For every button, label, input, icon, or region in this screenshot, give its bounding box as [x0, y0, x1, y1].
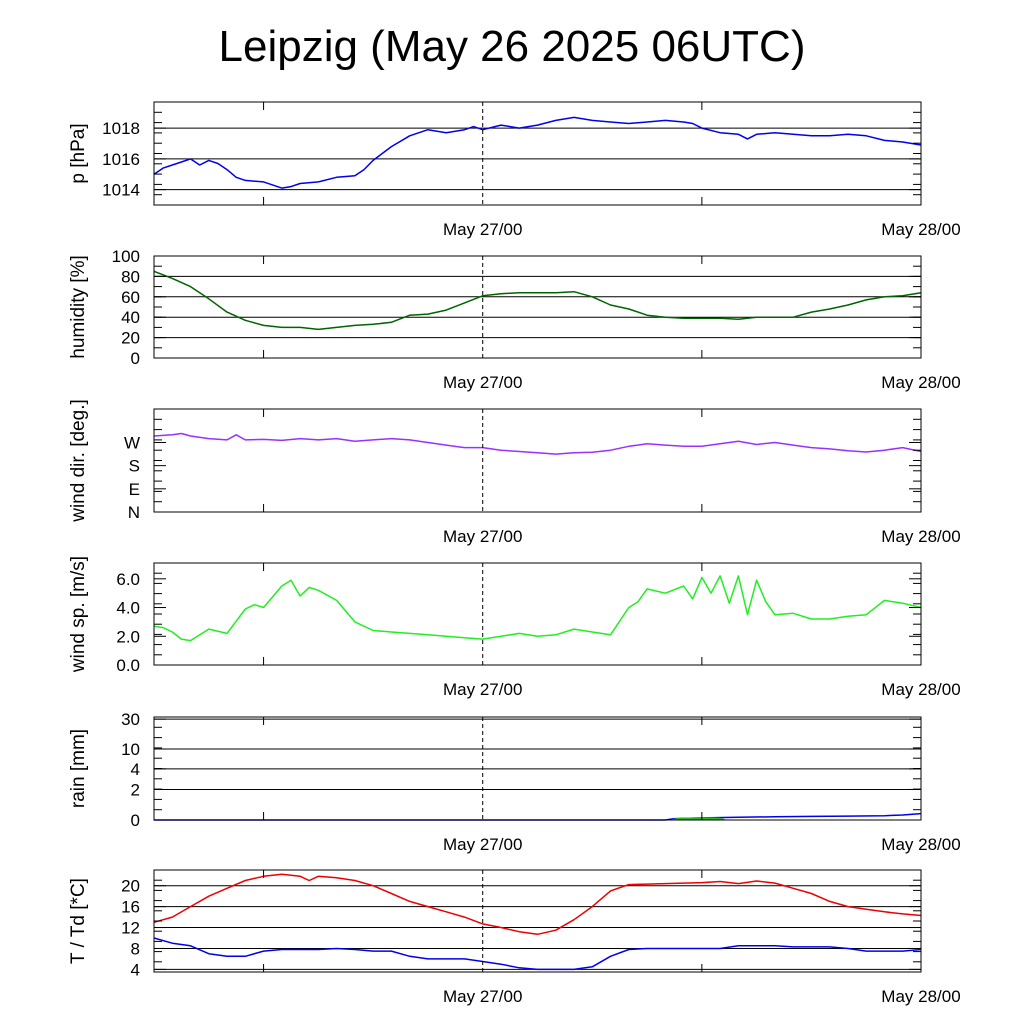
y-tick-label: 1014 — [102, 181, 140, 200]
x-tick-label: May 28/00 — [881, 527, 960, 546]
y-axis-label: rain [mm] — [68, 729, 89, 808]
y-tick-label: 0 — [131, 349, 140, 368]
y-tick-label: 10 — [121, 740, 140, 759]
y-tick-label: 4 — [131, 960, 140, 979]
y-axis-label: wind sp. [m/s] — [68, 556, 89, 673]
x-tick-label: May 27/00 — [443, 835, 522, 854]
y-tick-label: 100 — [112, 247, 140, 266]
plot-frame — [153, 562, 922, 666]
y-tick-label: 80 — [121, 267, 140, 286]
series-wind_dir — [153, 432, 922, 455]
y-axis-label: wind dir. [deg.] — [68, 399, 89, 523]
y-tick-label: 30 — [121, 710, 140, 729]
plot-frame — [153, 408, 922, 513]
x-tick-label: May 27/00 — [443, 220, 522, 239]
y-tick-label: N — [128, 503, 140, 522]
series-dewpoint — [153, 937, 922, 971]
y-tick-label: 0.0 — [116, 656, 140, 675]
y-tick-label: 2 — [131, 780, 140, 799]
y-tick-label: 0 — [131, 811, 140, 830]
x-tick-label: May 27/00 — [443, 987, 522, 1006]
series-rain_total — [154, 812, 922, 821]
y-tick-label: 16 — [121, 898, 140, 917]
panel-wind-speed: 0.0 2.0 4.0 6.0 May 27/00 May 28/00 wind sp. [… — [68, 556, 961, 699]
panel-pressure: 1014 1016 1018 May 27/00 May 28/00 p [hPa] — [68, 101, 961, 239]
y-tick-label: S — [129, 457, 140, 476]
y-tick-label: 6.0 — [116, 570, 140, 589]
y-tick-label: E — [129, 480, 140, 499]
y-axis-label: p [hPa] — [68, 123, 89, 183]
y-tick-label: 40 — [121, 308, 140, 327]
y-tick-label: 12 — [121, 919, 140, 938]
y-tick-label: 60 — [121, 288, 140, 307]
y-axis-label: T / Td [*C] — [68, 878, 89, 964]
y-tick-label: 1018 — [102, 119, 140, 138]
series-pressure — [153, 116, 922, 189]
chart-title: Leipzig (May 26 2025 06UTC) — [218, 22, 806, 71]
y-axis-label: humidity [%] — [68, 255, 89, 358]
x-tick-label: May 28/00 — [881, 835, 960, 854]
x-tick-label: May 27/00 — [443, 527, 522, 546]
series-humidity — [153, 270, 922, 331]
series-wind_speed — [153, 575, 922, 642]
x-tick-label: May 28/00 — [881, 373, 960, 392]
y-tick-label: 20 — [121, 877, 140, 896]
x-tick-label: May 27/00 — [443, 680, 522, 699]
y-tick-label: 2.0 — [116, 627, 140, 646]
y-tick-label: W — [124, 433, 140, 452]
y-tick-label: 20 — [121, 329, 140, 348]
y-tick-label: 4 — [131, 760, 140, 779]
y-tick-label: 1016 — [102, 150, 140, 169]
plot-frame — [153, 255, 922, 359]
x-tick-label: May 28/00 — [881, 220, 960, 239]
x-tick-label: May 27/00 — [443, 373, 522, 392]
series-temperature — [153, 873, 922, 936]
y-tick-label: 8 — [131, 939, 140, 958]
x-tick-label: May 28/00 — [881, 987, 960, 1006]
y-tick-label: 4.0 — [116, 599, 140, 618]
x-tick-label: May 28/00 — [881, 680, 960, 699]
